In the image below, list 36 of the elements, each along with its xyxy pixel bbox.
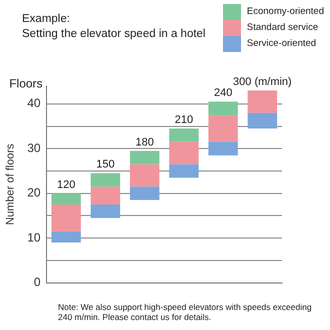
chart-subtitle: Setting the elevator speed in a hotel xyxy=(22,27,206,42)
legend-label: Standard service xyxy=(246,21,318,35)
x-tick-label: 120 xyxy=(56,178,76,191)
bar xyxy=(208,102,238,116)
bar xyxy=(130,164,160,187)
bar xyxy=(51,193,81,205)
x-tick-label: 210 xyxy=(174,114,194,126)
bar xyxy=(51,204,81,232)
chart-title: Example: xyxy=(22,12,71,27)
x-tick-label: 300 (m/min) xyxy=(233,76,292,88)
bar xyxy=(208,115,238,142)
y-axis-title: Number of floors xyxy=(4,143,17,226)
text: Note: We also support high-speed elevators with speeds exceeding 240 m/min. Please contact us for details. xyxy=(58,302,313,322)
bar xyxy=(169,164,199,178)
bar xyxy=(90,204,120,218)
bar xyxy=(248,112,278,128)
bar xyxy=(90,173,120,187)
x-tick-label: 150 xyxy=(96,158,115,171)
bar xyxy=(208,142,238,156)
y-tick-label: 30 xyxy=(27,140,41,155)
text: Floors xyxy=(9,76,43,90)
y-tick-label: 0 xyxy=(34,275,41,290)
y-tick-label: 20 xyxy=(27,186,41,200)
x-tick-label: 180 xyxy=(135,136,154,148)
bar xyxy=(130,186,160,200)
bar xyxy=(90,186,120,205)
x-tick-label: 240 xyxy=(214,87,232,100)
bar xyxy=(248,90,278,113)
bar xyxy=(130,150,160,164)
legend-label: Economy-oriented xyxy=(246,5,324,19)
y-tick-label: 40 xyxy=(27,96,41,110)
legend-label: Service-oriented xyxy=(246,37,316,51)
y-tick-label: 10 xyxy=(27,230,41,244)
bar xyxy=(169,142,199,164)
bar xyxy=(51,231,81,243)
bar xyxy=(169,128,199,142)
